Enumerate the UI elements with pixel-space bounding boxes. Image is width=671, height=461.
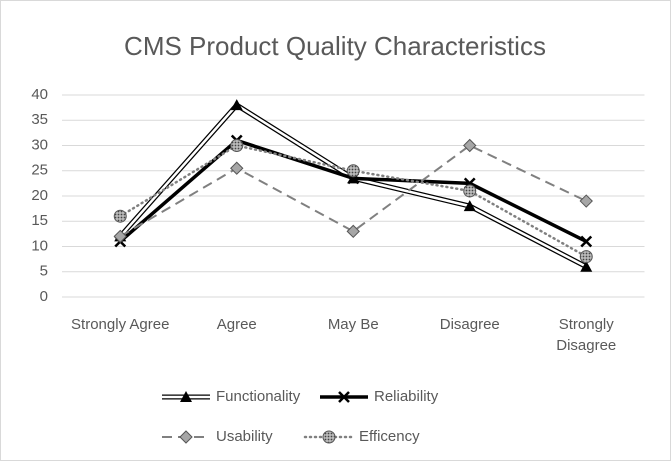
marker [322,430,336,444]
y-tick-label: 40 [31,86,48,103]
x-tick-label: Agree [216,316,257,333]
marker [463,200,476,212]
marker [113,209,127,223]
marker [346,224,360,239]
y-tick-label: 5 [40,263,48,280]
chart-title: CMS Product Quality Characteristics [124,31,546,61]
y-tick-label: 25 [31,162,48,179]
marker [579,250,593,264]
legend-label: Usability [216,428,273,445]
x-tick-label: May Be [327,316,379,333]
x-tick-label: Strongly Disagree [556,316,617,354]
marker [230,99,243,111]
marker [179,430,193,444]
marker [180,391,192,402]
legend-label: Functionality [216,388,301,405]
y-tick-label: 30 [31,136,48,153]
marker [346,164,360,178]
legend-label: Efficency [359,428,420,445]
marker [230,139,244,152]
series-line [119,144,587,238]
y-tick-label: 10 [31,237,48,254]
y-tick-label: 35 [31,111,48,128]
legend-label: Reliability [374,388,439,405]
marker [580,235,593,248]
marker [579,194,593,208]
y-tick-label: 15 [31,212,48,229]
marker [463,184,477,198]
y-tick-label: 20 [31,187,48,204]
marker [230,161,244,175]
x-tick-label: Disagree [439,316,500,333]
x-tick-label: Strongly Agree [71,316,170,333]
y-tick-label: 0 [40,288,48,305]
marker [580,260,593,272]
marker [463,138,477,153]
marker [338,391,350,403]
marker [113,229,127,244]
